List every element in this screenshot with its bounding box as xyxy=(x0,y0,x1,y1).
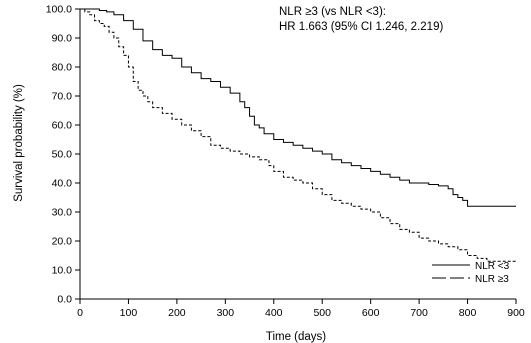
x-tick-label: 400 xyxy=(265,307,283,319)
y-tick-label: 40.0 xyxy=(52,178,73,190)
y-tick-label: 20.0 xyxy=(52,236,73,248)
legend-label-nlr-ge3: NLR ≥3 xyxy=(475,274,509,285)
y-tick-label: 100.0 xyxy=(46,4,72,16)
y-tick-label: 30.0 xyxy=(52,207,73,219)
hr-annotation-line-2: HR 1.663 (95% CI 1.246, 2.219) xyxy=(279,21,443,33)
x-tick-label: 600 xyxy=(362,307,380,319)
legend: NLR <3 NLR ≥3 xyxy=(432,261,510,285)
y-tick-label: 70.0 xyxy=(52,91,73,103)
x-tick-label: 200 xyxy=(168,307,186,319)
x-axis-ticks: 0 100 200 300 400 500 600 700 800 900 xyxy=(77,299,525,319)
survival-curves xyxy=(80,8,516,262)
legend-label-nlr-lt3: NLR <3 xyxy=(475,261,510,272)
x-tick-label: 300 xyxy=(217,307,235,319)
survival-curve-nlr-ge3 xyxy=(80,8,516,262)
x-tick-label: 700 xyxy=(410,307,428,319)
x-axis-label: Time (days) xyxy=(266,331,326,343)
x-tick-label: 100 xyxy=(120,307,138,319)
y-tick-label: 90.0 xyxy=(52,33,73,45)
hr-annotation-line-1: NLR ≥3 (vs NLR <3): xyxy=(279,6,386,18)
y-tick-label: 50.0 xyxy=(52,149,73,161)
y-tick-label: 80.0 xyxy=(52,62,73,74)
axes xyxy=(79,9,516,300)
y-tick-label: 60.0 xyxy=(52,120,73,132)
x-tick-label: 800 xyxy=(459,307,477,319)
x-tick-label: 500 xyxy=(313,307,331,319)
y-axis-ticks: 0.0 10.0 20.0 30.0 40.0 50.0 60.0 70.0 80.0 90.0 1… xyxy=(46,4,80,306)
y-tick-label: 10.0 xyxy=(52,265,73,277)
y-axis-label: Survival probability (%) xyxy=(13,84,25,202)
x-tick-label: 900 xyxy=(507,307,525,319)
x-tick-label: 0 xyxy=(77,307,83,319)
survival-curve-nlr-lt3 xyxy=(80,8,516,207)
y-tick-label: 0.0 xyxy=(57,294,72,306)
